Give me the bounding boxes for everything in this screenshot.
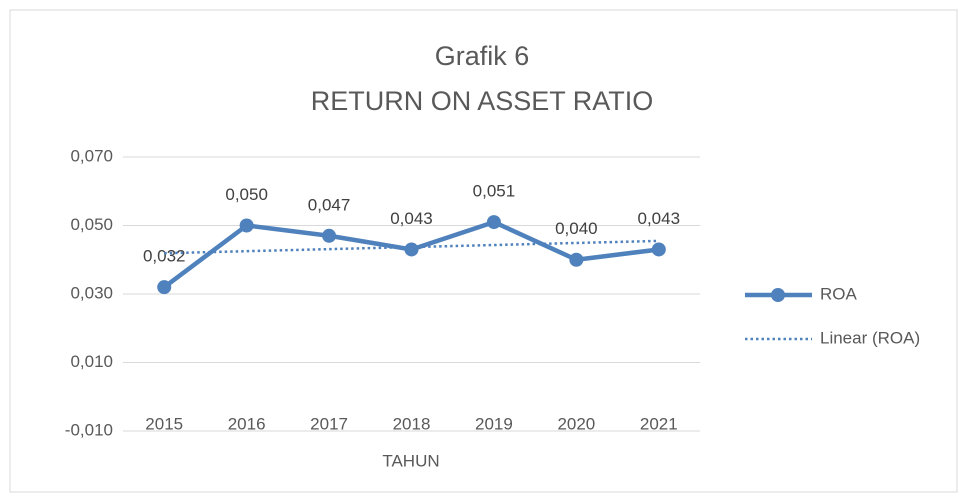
data-point: [486, 215, 501, 230]
x-axis-title: TAHUN: [382, 451, 439, 470]
x-tick-label: 2015: [145, 414, 183, 433]
data-point: [322, 228, 337, 243]
data-label: 0,047: [308, 195, 351, 214]
chart-subtitle: RETURN ON ASSET RATIO: [311, 86, 654, 116]
x-tick-label: 2017: [310, 414, 348, 433]
data-point: [157, 280, 172, 295]
x-tick-label: 2019: [475, 414, 513, 433]
y-tick-label: 0,030: [70, 283, 113, 302]
data-label: 0,040: [555, 219, 598, 238]
chart-border: [9, 9, 958, 493]
x-tick-label: 2016: [228, 414, 266, 433]
data-label: 0,032: [143, 247, 186, 266]
y-tick-label: 0,070: [70, 146, 113, 165]
data-point: [239, 218, 254, 233]
x-tick-label: 2020: [557, 414, 595, 433]
x-tick-label: 2021: [640, 414, 678, 433]
data-label: 0,043: [638, 209, 681, 228]
x-tick-label: 2018: [393, 414, 431, 433]
data-point: [569, 252, 584, 267]
legend-label: Linear (ROA): [820, 328, 920, 347]
legend-marker: [771, 288, 785, 302]
data-label: 0,043: [390, 209, 433, 228]
legend-label: ROA: [820, 284, 858, 303]
data-label: 0,050: [225, 185, 268, 204]
data-label: 0,051: [473, 182, 516, 201]
chart-title: Grafik 6: [435, 41, 530, 71]
y-tick-label: -0,010: [65, 420, 113, 439]
y-tick-label: 0,050: [70, 215, 113, 234]
data-point: [651, 242, 666, 257]
data-point: [404, 242, 419, 257]
y-tick-label: 0,010: [70, 352, 113, 371]
